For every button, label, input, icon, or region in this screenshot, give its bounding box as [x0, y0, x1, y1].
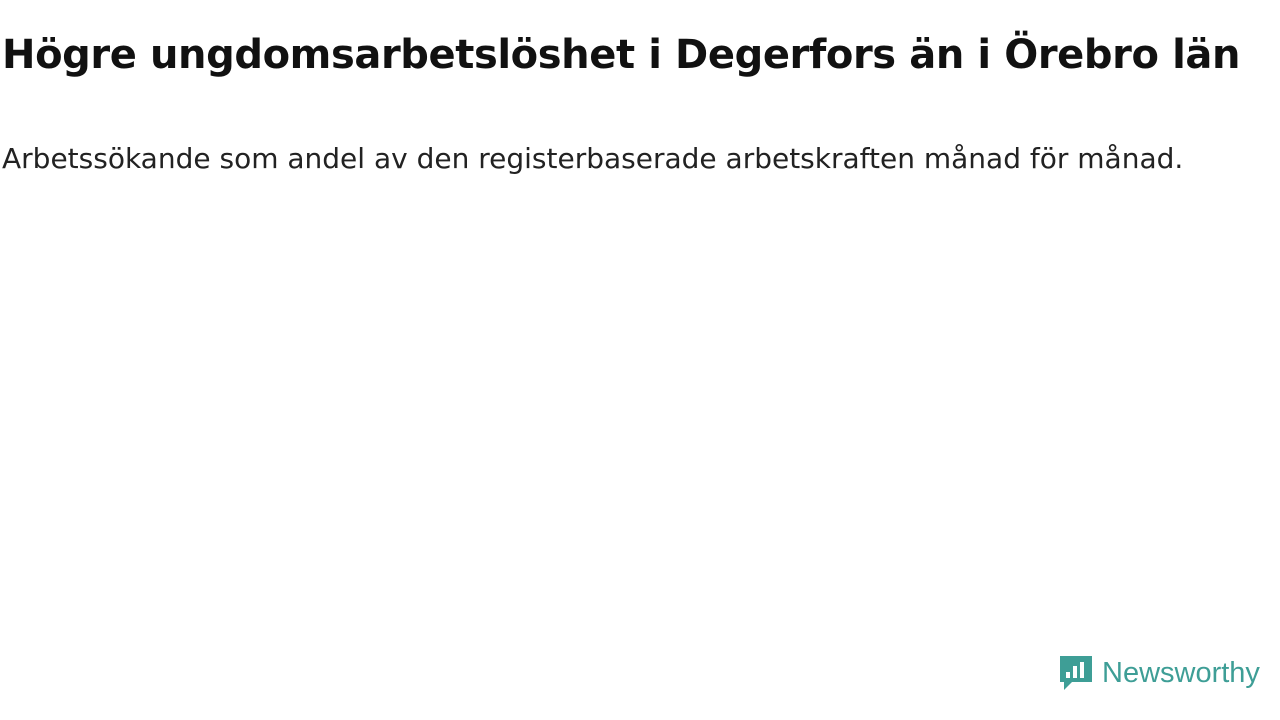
brand-logo: Newsworthy	[1058, 654, 1260, 692]
newsworthy-logo-icon	[1060, 656, 1092, 690]
chart-title: Högre ungdomsarbetslöshet i Degerfors än…	[2, 32, 1241, 78]
brand-name: Newsworthy	[1102, 656, 1260, 689]
chart-subtitle: Arbetssökande som andel av den registerb…	[2, 142, 1184, 175]
